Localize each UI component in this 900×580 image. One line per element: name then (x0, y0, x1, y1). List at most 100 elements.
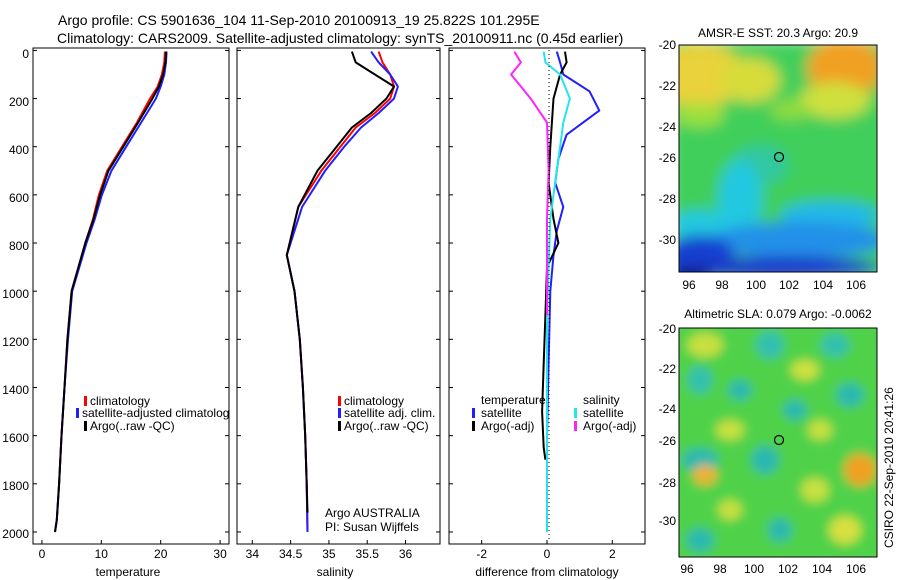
ytick-1600: 1600 (2, 431, 29, 445)
salinity-legend: climatology satellite adj. clim. Argo(..… (338, 394, 435, 433)
legend-label-climatology: climatology (90, 394, 150, 408)
sst-xtick: 98 (715, 278, 729, 292)
series-line-temperature-argo-adj- (541, 51, 568, 460)
xtick-label: 0 (544, 547, 551, 561)
sst-map-frame (678, 44, 878, 273)
sla-xtick: 106 (846, 562, 866, 576)
sla-xtick: 102 (778, 562, 798, 576)
sst-xtick: 104 (813, 278, 833, 292)
legend-header-salinity: salinity (583, 393, 620, 407)
sla-map-frame (678, 327, 878, 558)
pressure-axis: 0 200 400 600 800 1000 1200 1400 1600 18… (2, 47, 29, 541)
ytick-800: 800 (9, 239, 29, 253)
xtick-label: 35 (322, 547, 336, 561)
legend-header-temperature: temperature (481, 393, 546, 407)
sst-xtick: 102 (779, 278, 799, 292)
sla-ytick: -30 (659, 514, 677, 528)
legend-swatch-satellite (338, 408, 341, 418)
series-line-argo-raw-qc- (54, 51, 167, 533)
temperature-xlabel: temperature (96, 565, 161, 579)
xtick-label: -2 (476, 547, 487, 561)
legend-label-climatology: climatology (344, 394, 404, 408)
sla-map-title: Altimetric SLA: 0.079 Argo: -0.0062 (684, 307, 872, 321)
sst-xtick: 106 (846, 278, 866, 292)
sst-ytick: -24 (659, 120, 677, 134)
difference-xlabel: difference from climatology (475, 565, 618, 579)
sst-ytick: -30 (659, 233, 677, 247)
argo-australia-note: Argo AUSTRALIA (325, 506, 420, 520)
sst-argo-location-marker (773, 151, 785, 163)
legend-label-satellite: satellite adj. clim. (344, 406, 435, 420)
figure-title-line1: Argo profile: CS 5901636_104 11-Sep-2010… (58, 12, 540, 28)
sla-ytick: -24 (659, 402, 677, 416)
salinity-xlabel: salinity (317, 565, 354, 579)
legend-swatch-sal-satellite (574, 408, 577, 418)
xtick-label: 20 (154, 547, 168, 561)
sla-xtick: 100 (744, 562, 764, 576)
legend-swatch-temp-satellite (472, 408, 475, 418)
legend-label-sal-argo: Argo(-adj) (583, 419, 636, 433)
xtick-label: 30 (213, 547, 227, 561)
sla-map-field (679, 328, 877, 557)
legend-swatch-climatology (84, 396, 87, 406)
sst-ytick: -22 (659, 79, 677, 93)
ytick-2000: 2000 (2, 527, 29, 541)
difference-legend: temperature salinity satellite Argo(-adj… (472, 393, 636, 433)
series-line-salinity-argo-adj- (510, 51, 550, 316)
sst-ytick: -28 (659, 192, 677, 206)
ytick-200: 200 (9, 95, 29, 109)
sst-xtick: 100 (746, 278, 766, 292)
temperature-axes (32, 47, 230, 545)
sla-ytick: -22 (659, 362, 677, 376)
legend-label-argo: Argo(..raw -QC) (344, 419, 429, 433)
legend-swatch-argo (84, 421, 87, 431)
sla-xtick: 96 (680, 562, 694, 576)
xtick-label: 35.5 (356, 547, 380, 561)
ytick-1400: 1400 (2, 383, 29, 397)
temperature-panel: 0 10 20 30 (33, 49, 229, 561)
sla-xtick: 98 (713, 562, 727, 576)
xtick-label: 2 (609, 547, 616, 561)
sst-ytick: -26 (659, 151, 677, 165)
xtick-label: 34.5 (279, 547, 303, 561)
legend-label-satellite: satellite-adjusted climatolog (82, 406, 229, 420)
sla-map-axes: 96 98 100 102 104 106 -20 -22 -24 -26 -2… (659, 322, 867, 576)
ytick-1800: 1800 (2, 479, 29, 493)
xtick-label: 36 (399, 547, 413, 561)
sla-ytick: -28 (659, 476, 677, 490)
legend-swatch-argo (338, 421, 341, 431)
series-line-salinity-satellite (542, 51, 571, 532)
legend-label-temp-argo: Argo(-adj) (481, 419, 534, 433)
ytick-600: 600 (9, 191, 29, 205)
legend-swatch-satellite (76, 408, 79, 418)
legend-label-sal-satellite: satellite (583, 406, 624, 420)
legend-swatch-climatology (338, 396, 341, 406)
ytick-0: 0 (22, 47, 29, 61)
salinity-panel: 34 34.5 35 35.5 36 (237, 49, 440, 561)
legend-swatch-sal-argo (574, 421, 577, 431)
sla-ytick: -26 (659, 434, 677, 448)
sst-map-field (679, 45, 877, 272)
footer-timestamp: CSIRO 22-Sep-2010 20:41:26 (882, 387, 896, 548)
ytick-1200: 1200 (2, 335, 29, 349)
legend-swatch-temp-argo (472, 421, 475, 431)
salinity-axes (236, 47, 441, 545)
xtick-label: 0 (39, 547, 46, 561)
temperature-legend: climatology satellite-adjusted climatolo… (76, 394, 229, 433)
sla-ytick: -20 (659, 322, 677, 336)
sla-argo-location-marker (773, 434, 785, 446)
sst-ytick: -20 (659, 38, 677, 52)
ytick-400: 400 (9, 143, 29, 157)
figure-title-line2: Climatology: CARS2009. Satellite-adjuste… (57, 30, 623, 46)
sst-map-title: AMSR-E SST: 20.3 Argo: 20.9 (698, 26, 858, 40)
pi-note: PI: Susan Wijffels (325, 520, 419, 534)
difference-panel: -2 0 2 (449, 49, 645, 561)
legend-label-argo: Argo(..raw -QC) (90, 419, 175, 433)
xtick-label: 34 (246, 547, 260, 561)
legend-overflow-mask (239, 395, 241, 435)
xtick-label: 10 (95, 547, 109, 561)
series-line-argo-raw-qc- (285, 51, 395, 513)
legend-label-temp-satellite: satellite (481, 406, 522, 420)
sla-xtick: 104 (812, 562, 832, 576)
